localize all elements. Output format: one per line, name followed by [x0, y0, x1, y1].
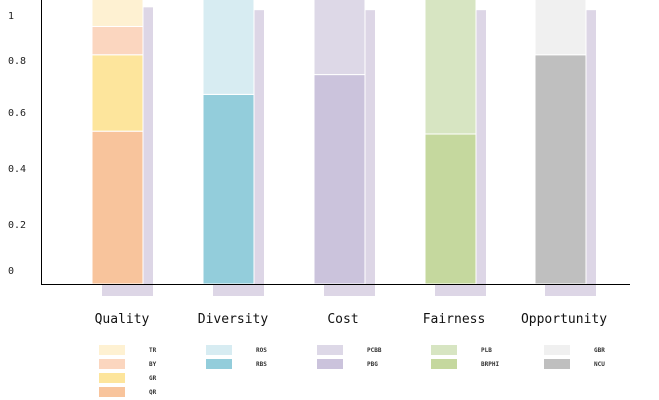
legend-swatch-ncu — [544, 359, 570, 369]
legend-swatch-gr — [99, 373, 125, 383]
category-label-diversity: Diversity — [198, 312, 269, 327]
bar-quality-by — [91, 25, 144, 56]
legend-swatch-gbr — [544, 345, 570, 355]
legend-label-qr: QR — [149, 389, 157, 396]
bar-fairness-brphi — [424, 133, 477, 285]
legend-label-rbs: RBS — [256, 361, 267, 368]
bar-opportunity-gbr — [534, 0, 587, 56]
legend-swatch-brphi — [431, 359, 457, 369]
legend-label-ncu: NCU — [594, 361, 605, 368]
category-label-cost: Cost — [327, 312, 358, 327]
legend-label-tr: TR — [149, 347, 157, 354]
bar-diversity-rbs — [202, 93, 255, 285]
legend-label-plb: PLB — [481, 347, 492, 354]
bar-opportunity-ncu — [534, 54, 587, 285]
bar-quality-gr — [91, 54, 144, 132]
category-label-quality: Quality — [95, 312, 150, 327]
legend-swatch-plb — [431, 345, 457, 355]
y-tick-label-0: 0 — [8, 266, 14, 277]
axes — [41, 0, 630, 285]
legend-swatch-ros — [206, 345, 232, 355]
legend-swatch-pcbb — [317, 345, 343, 355]
legend-label-pbg: PBG — [367, 361, 378, 368]
y-tick-label-0-8: 0.8 — [8, 56, 26, 67]
bar-diversity-ros — [202, 0, 255, 95]
y-tick-label-0-6: 0.6 — [8, 108, 26, 119]
bars — [91, 0, 587, 285]
bar-cost-pbg — [313, 74, 366, 285]
legend-label-pcbb: PCBB — [367, 347, 382, 354]
y-tick-labels: 0 0.2 0.4 0.6 0.8 1 — [8, 11, 26, 277]
legend-label-gr: GR — [149, 375, 157, 382]
legend-swatch-qr — [99, 387, 125, 397]
legend-label-ros: ROS — [256, 347, 267, 354]
legend-label-brphi: BRPHI — [481, 361, 499, 368]
category-labels: Quality Diversity Cost Fairness Opportunity — [95, 312, 608, 327]
legend: TR BY GR QR ROS RBS PCBB PBG PLB BRPHI GBR NCU — [99, 345, 605, 397]
category-label-opportunity: Opportunity — [521, 312, 607, 327]
legend-swatch-rbs — [206, 359, 232, 369]
bar-fairness-plb — [424, 0, 477, 135]
bar-quality-tr — [91, 0, 144, 27]
legend-swatch-pbg — [317, 359, 343, 369]
y-tick-label-0-2: 0.2 — [8, 220, 26, 231]
bar-cost-pcbb — [313, 0, 366, 76]
legend-swatch-by — [99, 359, 125, 369]
category-label-fairness: Fairness — [423, 312, 486, 327]
bar-quality-qr — [91, 130, 144, 285]
legend-label-gbr: GBR — [594, 347, 605, 354]
y-tick-label-0-4: 0.4 — [8, 164, 26, 175]
legend-label-by: BY — [149, 361, 157, 368]
y-tick-label-1: 1 — [8, 11, 14, 22]
legend-swatch-tr — [99, 345, 125, 355]
